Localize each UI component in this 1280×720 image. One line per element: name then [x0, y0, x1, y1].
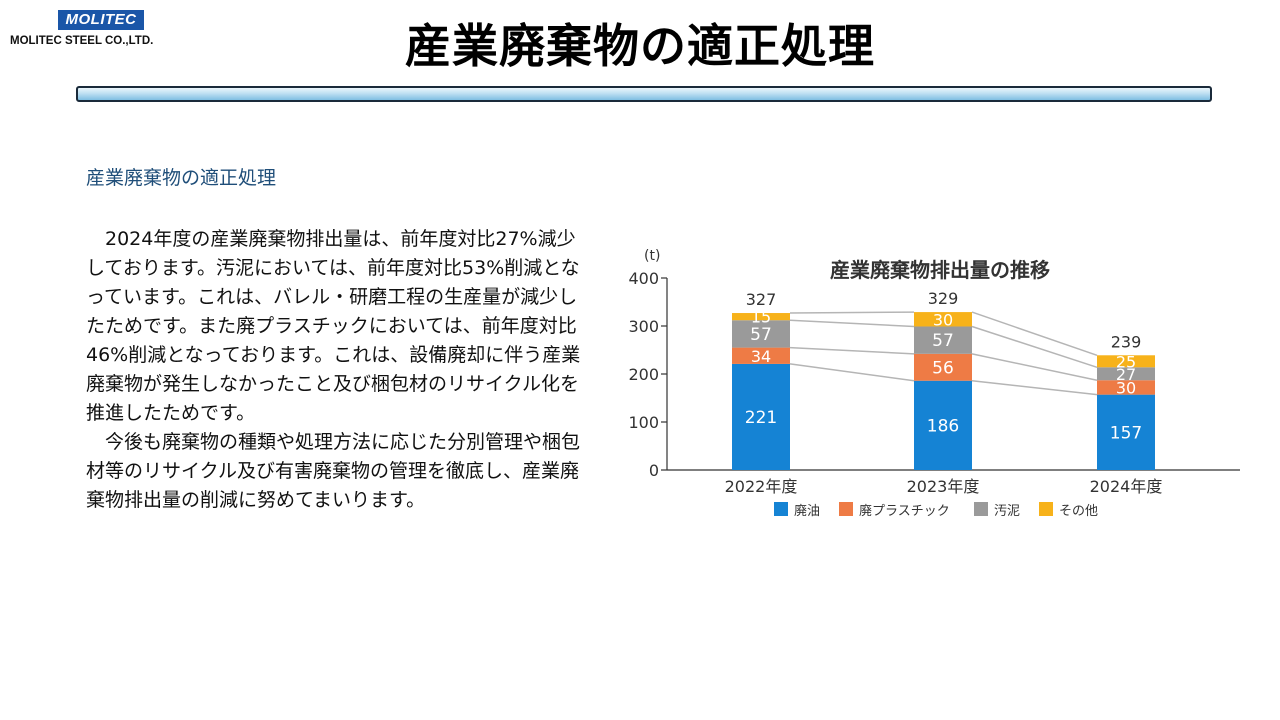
bar-segment — [914, 312, 972, 327]
bar-segment — [914, 353, 972, 381]
connector-line — [971, 325, 1098, 368]
y-tick-label: 300 — [628, 317, 659, 336]
chart-title: 産業廃棄物排出量の推移 — [830, 258, 1050, 282]
data-label: 30 — [1116, 378, 1136, 397]
y-tick-label: 0 — [649, 461, 659, 480]
legend-label: その他 — [1059, 504, 1098, 519]
data-label: 57 — [750, 325, 772, 345]
bar-segment — [1097, 355, 1155, 368]
x-tick-label: 2024年度 — [1090, 477, 1163, 496]
data-label: 30 — [933, 310, 953, 329]
y-tick-label: 400 — [628, 269, 659, 288]
data-label: 15 — [751, 308, 771, 327]
section-heading: 産業廃棄物の適正処理 — [86, 167, 277, 189]
bar-segment — [732, 347, 790, 364]
data-label: 157 — [1110, 423, 1142, 443]
page-title: 産業廃棄物の適正処理 — [405, 19, 875, 73]
stacked-bar-chart: 産業廃棄物排出量の推移(t)01002003004002213457153272… — [628, 248, 1240, 519]
total-label: 327 — [746, 290, 777, 309]
connector-line — [789, 346, 915, 355]
total-label: 239 — [1111, 332, 1142, 351]
legend-label: 廃油 — [794, 503, 820, 519]
legend-label: 廃プラスチック — [859, 503, 950, 519]
body-text: 2024年度の産業廃棄物排出量は、前年度対比27%減少しております。汚泥において… — [86, 225, 586, 515]
data-label: 221 — [745, 408, 777, 428]
bar-segment — [732, 320, 790, 348]
data-label: 186 — [927, 416, 959, 436]
bar-segment — [914, 380, 972, 470]
connector-line — [789, 363, 915, 382]
x-tick-label: 2022年度 — [725, 477, 798, 496]
y-tick-label: 100 — [628, 413, 659, 432]
connector-line — [789, 319, 915, 328]
company-name: MOLITEC STEEL CO.,LTD. — [10, 35, 154, 47]
title-divider-bar — [76, 86, 1212, 102]
company-logo: MOLITEC MOLITEC STEEL CO.,LTD. — [8, 10, 188, 52]
data-label: 57 — [932, 331, 954, 351]
legend-label: 汚泥 — [994, 504, 1020, 519]
data-label: 34 — [751, 347, 771, 366]
y-axis-unit-label: (t) — [644, 248, 660, 264]
legend-swatch — [774, 502, 788, 516]
logo-badge: MOLITEC — [58, 10, 144, 30]
data-label: 25 — [1116, 352, 1136, 371]
total-label: 329 — [928, 289, 959, 308]
body-paragraph-1: 2024年度の産業廃棄物排出量は、前年度対比27%減少しております。汚泥において… — [86, 228, 581, 424]
bar-segment — [1097, 380, 1155, 395]
connector-line — [971, 353, 1098, 381]
bar-segment — [1097, 367, 1155, 381]
legend-swatch — [974, 502, 988, 516]
legend-swatch — [839, 502, 853, 516]
legend-swatch — [1039, 502, 1053, 516]
connector-line — [789, 311, 915, 314]
bar-segment — [732, 313, 790, 321]
bar-segment — [914, 326, 972, 354]
data-label: 56 — [932, 358, 954, 378]
x-tick-label: 2023年度 — [907, 477, 980, 496]
bar-segment — [732, 363, 790, 470]
connector-line — [971, 311, 1098, 356]
y-tick-label: 200 — [628, 365, 659, 384]
connector-line — [971, 379, 1098, 396]
data-label: 27 — [1116, 365, 1136, 384]
bar-segment — [1097, 394, 1155, 470]
body-paragraph-2: 今後も廃棄物の種類や処理方法に応じた分別管理や梱包材等のリサイクル及び有害廃棄物… — [86, 431, 581, 511]
